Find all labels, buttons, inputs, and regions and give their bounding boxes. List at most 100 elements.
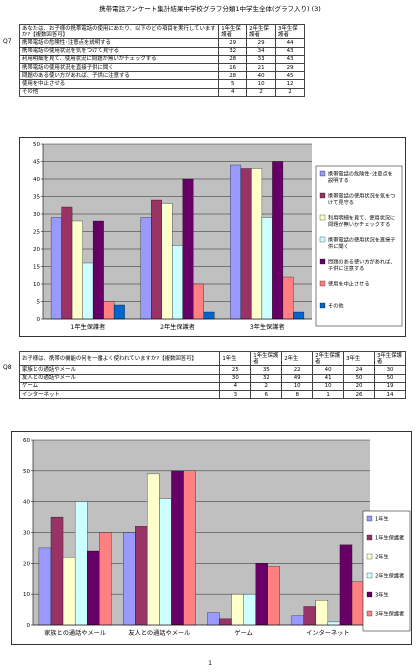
q8-bar xyxy=(74,501,88,626)
q7-cell: 28 xyxy=(218,54,248,65)
q8-table: お子様は、携帯の機能の何を一番よく使われていますか?【複数回答可】 1年生 1年… xyxy=(18,350,407,400)
q8-row-label: ゲーム xyxy=(18,381,221,392)
legend-label: 3年生保護者 xyxy=(375,610,404,618)
q7-row: 問題のある使い方があれば、子供に注意する 28 40 45 xyxy=(18,71,305,81)
legend xyxy=(315,165,403,327)
q7-cell: 32 xyxy=(218,46,248,56)
q7-bar xyxy=(272,161,284,320)
y-tick-label: 5 xyxy=(37,300,41,306)
legend-swatch xyxy=(366,553,373,560)
q7-cell: 43 xyxy=(275,54,305,65)
y-tick-label: 20 xyxy=(33,247,40,253)
q7-bar xyxy=(172,245,183,320)
q8-col-header: 2年生 xyxy=(281,350,314,367)
y-tick-label: 0 xyxy=(37,317,41,323)
x-tick-label: 1年生保護者 xyxy=(70,323,105,331)
q8-bar xyxy=(327,621,341,626)
q8-bar xyxy=(50,516,64,626)
q8-bar xyxy=(159,498,172,626)
q7-bar xyxy=(140,217,152,320)
q8-cell: 50 xyxy=(373,373,407,383)
q7-bar xyxy=(151,199,162,320)
legend-swatch xyxy=(319,280,326,287)
legend-label: 携帯電話の危険性･注意点を説明する xyxy=(328,170,393,184)
y-tick-label: 30 xyxy=(23,531,30,537)
q8-cell: 10 xyxy=(312,381,345,392)
q7-cell: 33 xyxy=(246,54,277,65)
q7-cell: 44 xyxy=(275,38,305,48)
q7-bar xyxy=(203,311,215,320)
q7-cell: 10 xyxy=(246,79,277,89)
q8-col-header: 1年生保護者 xyxy=(250,350,283,367)
y-tick-label: 50 xyxy=(33,142,40,148)
legend-swatch xyxy=(319,170,326,177)
q8-bar xyxy=(231,594,244,626)
page-number: 1 xyxy=(208,660,212,667)
q7-row-label: 使用を中止させる xyxy=(18,79,220,89)
q7-cell: 12 xyxy=(275,79,305,89)
y-tick-label: 0 xyxy=(27,623,31,629)
q7-table: あなたは、お子様の携帯電話の使用にあたり、以下のどの項目を実行していますか?【複… xyxy=(18,23,305,97)
q7-question: あなたは、お子様の携帯電話の使用にあたり、以下のどの項目を実行していますか?【複… xyxy=(18,23,220,40)
q7-bar xyxy=(230,164,242,320)
q7-cell: 2 xyxy=(275,87,305,97)
q7-bar xyxy=(251,168,263,320)
q7-bar xyxy=(240,168,252,320)
legend-swatch xyxy=(366,610,373,617)
y-tick-label: 40 xyxy=(23,500,30,506)
q8-bar xyxy=(243,594,256,626)
q8-cell: 3 xyxy=(219,390,252,400)
q8-bar xyxy=(147,473,160,626)
q8-cell: 25 xyxy=(219,365,252,375)
q7-row: 使用を中止させる 5 10 12 xyxy=(18,79,305,89)
y-tick-label: 10 xyxy=(23,592,30,598)
q7-bar-chart: 0 5 10 15 20 25 30 35 40 45 50 1年生保護者 2年生保護者 3年生保護者 携帯… xyxy=(19,137,406,337)
q7-label: Q7 xyxy=(3,38,12,45)
q8-bar xyxy=(207,612,220,626)
q8-cell: 20 xyxy=(343,381,375,392)
q7-col-header: 3年生保護者 xyxy=(275,23,305,40)
q8-bar xyxy=(171,470,184,626)
q8-bar xyxy=(351,581,365,626)
legend-label: 1年生 xyxy=(375,515,389,523)
q8-question: お子様は、携帯の機能の何を一番よく使われていますか?【複数回答可】 xyxy=(18,350,221,367)
q8-cell: 35 xyxy=(250,365,283,375)
y-tick-label: 50 xyxy=(23,469,30,475)
q8-cell: 50 xyxy=(343,373,375,383)
y-tick-label: 45 xyxy=(33,160,40,166)
q7-header-row: あなたは、お子様の携帯電話の使用にあたり、以下のどの項目を実行していますか?【複… xyxy=(18,23,305,40)
q8-bar xyxy=(303,606,316,626)
q8-col-header: 1年生 xyxy=(219,350,252,367)
q7-bar xyxy=(71,220,83,320)
q7-cell: 29 xyxy=(275,63,305,73)
q8-bar xyxy=(291,615,304,626)
q8-cell: 1 xyxy=(312,390,345,400)
q8-row: ゲーム 4 2 10 10 20 19 xyxy=(18,381,407,392)
x-tick-label: 3年生保護者 xyxy=(250,323,285,331)
q8-bar xyxy=(315,600,329,626)
q7-bar xyxy=(103,301,115,320)
q8-header-row: お子様は、携帯の機能の何を一番よく使われていますか?【複数回答可】 1年生 1年… xyxy=(18,350,407,367)
q8-bar xyxy=(62,557,76,626)
q8-bar xyxy=(219,618,232,626)
q7-bar xyxy=(50,217,62,320)
q8-row: インターネット 3 6 8 1 26 14 xyxy=(18,390,407,400)
legend-label: 2年生 xyxy=(375,553,389,561)
x-tick-label: ゲーム xyxy=(234,629,252,637)
legend-label: 3年生 xyxy=(375,591,389,599)
legend-label: 利用明細を見て、使用状況に問題が無いかチェックする xyxy=(328,214,395,228)
y-tick-label: 40 xyxy=(33,177,40,183)
q7-col-header: 2年生保護者 xyxy=(246,23,277,40)
q7-bar xyxy=(161,203,173,320)
q7-cell: 4 xyxy=(218,87,248,97)
q8-cell: 19 xyxy=(373,381,407,392)
q8-cell: 30 xyxy=(373,365,407,375)
q8-cell: 4 xyxy=(219,381,252,392)
q7-bar xyxy=(261,217,273,320)
legend-swatch xyxy=(366,515,373,522)
q8-row-label: インターネット xyxy=(18,390,221,400)
q7-row-label: 携帯電話の危険性･注意点を説明する xyxy=(18,38,220,48)
q7-bar xyxy=(82,262,94,320)
legend-label: 問題のある使い方があれば、子供に注意する xyxy=(328,258,395,272)
q8-cell: 8 xyxy=(281,390,314,400)
